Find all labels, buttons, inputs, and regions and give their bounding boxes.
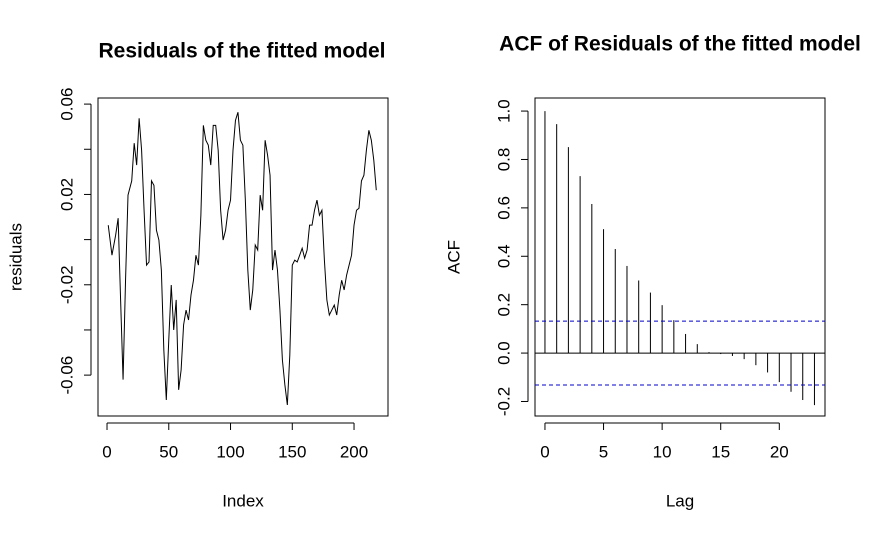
x-tick-label: 5 [599,442,608,461]
x-tick-label: 15 [711,442,730,461]
chart-title: Residuals of the fitted model [98,40,385,63]
chart-title: ACF of Residuals of the fitted model [499,33,861,56]
x-tick-label: 100 [216,442,244,461]
y-tick-label: -0.02 [57,265,76,304]
y-tick-label: -0.2 [494,387,513,416]
x-tick-label: 0 [540,442,549,461]
y-axis-label: residuals [6,223,25,291]
y-tick-label: 0.06 [57,88,76,121]
x-tick-label: 10 [653,442,672,461]
y-tick-label: 0.6 [494,196,513,220]
x-tick-label: 150 [278,442,306,461]
x-axis-label: Index [222,491,264,510]
x-tick-label: 0 [102,442,111,461]
plot-frame [534,97,826,417]
y-tick-label: -0.06 [57,356,76,395]
y-tick-label: 0.2 [494,293,513,317]
plot-frame [97,97,389,417]
y-axis-label: ACF [444,240,463,274]
y-tick-label: 0.8 [494,148,513,172]
y-tick-label: 0.02 [57,178,76,211]
y-tick-label: 1.0 [494,99,513,123]
x-axis-label: Lag [666,491,694,510]
x-tick-label: 50 [159,442,178,461]
x-tick-label: 200 [340,442,368,461]
y-tick-label: 0.0 [494,341,513,365]
y-tick-label: 0.4 [494,244,513,268]
x-tick-label: 20 [770,442,789,461]
residual-line [107,112,377,405]
